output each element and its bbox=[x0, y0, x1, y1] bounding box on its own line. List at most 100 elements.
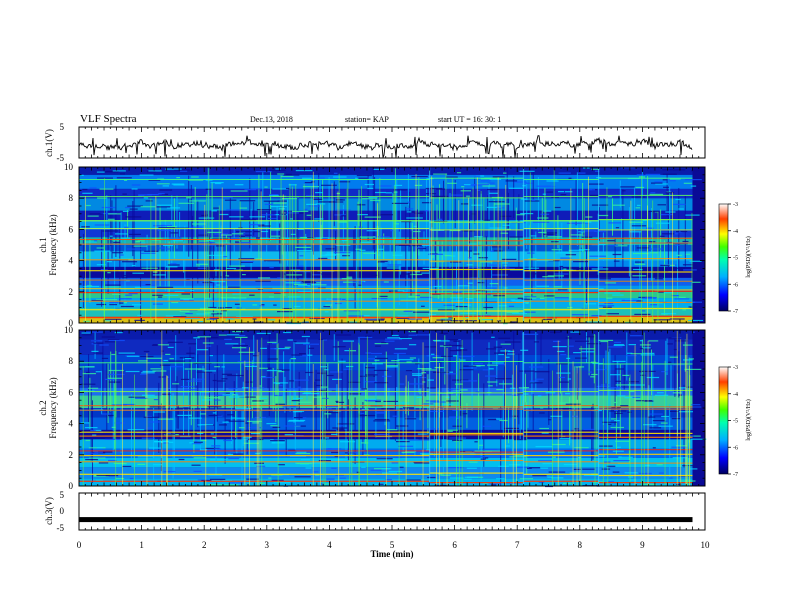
sferic-column bbox=[189, 346, 191, 414]
impulse-line bbox=[361, 186, 362, 323]
noise-speck bbox=[393, 191, 398, 193]
sferic-column bbox=[320, 224, 322, 281]
noise-speck bbox=[303, 343, 319, 345]
noise-speck bbox=[96, 303, 107, 306]
narrowband-line bbox=[523, 292, 599, 294]
sferic-column bbox=[602, 232, 604, 261]
sferic-column bbox=[120, 388, 122, 453]
noise-speck bbox=[85, 241, 97, 243]
noise-speck bbox=[271, 229, 281, 231]
noise-speck bbox=[170, 232, 179, 234]
noise-speck bbox=[409, 357, 416, 359]
noise-speck bbox=[96, 447, 103, 449]
sferic-column bbox=[508, 406, 509, 444]
noise-speck bbox=[569, 472, 580, 474]
noise-speck bbox=[658, 425, 673, 427]
noise-speck bbox=[272, 342, 278, 345]
noise-speck bbox=[377, 318, 385, 320]
sferic-column bbox=[574, 366, 576, 433]
noise-speck bbox=[575, 340, 590, 342]
noise-speck bbox=[143, 416, 160, 418]
noise-speck bbox=[542, 276, 555, 278]
noise-speck bbox=[220, 234, 232, 236]
noise-speck bbox=[507, 353, 515, 355]
noise-speck bbox=[293, 283, 307, 285]
noise-speck bbox=[590, 194, 606, 196]
noise-speck bbox=[558, 191, 565, 193]
noise-speck bbox=[331, 433, 338, 435]
noise-speck bbox=[607, 346, 623, 348]
noise-speck bbox=[396, 441, 410, 443]
sferic-column bbox=[267, 344, 269, 389]
sferic-column bbox=[511, 374, 513, 455]
narrowband-line bbox=[429, 472, 524, 474]
noise-speck bbox=[490, 250, 494, 252]
noise-speck bbox=[123, 302, 127, 304]
noise-speck bbox=[491, 274, 508, 276]
sferic-column bbox=[623, 364, 625, 390]
noise-speck bbox=[648, 210, 659, 212]
noise-speck bbox=[375, 345, 381, 347]
impulse-line bbox=[629, 374, 631, 486]
noise-speck bbox=[598, 214, 609, 217]
noise-speck bbox=[471, 213, 476, 215]
noise-speck bbox=[271, 479, 284, 481]
noise-speck bbox=[412, 245, 423, 247]
noise-speck bbox=[552, 456, 556, 458]
noise-speck bbox=[461, 380, 478, 382]
sferic-column bbox=[641, 339, 643, 401]
impulse-line bbox=[672, 192, 673, 323]
noise-speck bbox=[104, 341, 116, 343]
noise-speck bbox=[159, 364, 171, 366]
impulse-line bbox=[155, 196, 157, 323]
sferic-column bbox=[153, 405, 155, 482]
noise-speck bbox=[635, 186, 645, 189]
noise-speck bbox=[218, 334, 227, 336]
noise-speck bbox=[157, 344, 169, 346]
noise-speck bbox=[220, 297, 236, 299]
noise-speck bbox=[141, 267, 158, 269]
sferic-column bbox=[651, 208, 652, 282]
noise-speck bbox=[400, 299, 417, 301]
noise-speck bbox=[494, 279, 504, 281]
noise-speck bbox=[461, 186, 465, 188]
sferic-column bbox=[124, 224, 126, 308]
sferic-column bbox=[440, 361, 442, 448]
sferic-column bbox=[419, 388, 421, 421]
noise-speck bbox=[235, 317, 241, 319]
noise-speck bbox=[122, 210, 129, 212]
narrowband-line bbox=[429, 244, 524, 247]
noise-speck bbox=[610, 426, 624, 429]
noise-speck bbox=[196, 371, 213, 373]
noise-speck bbox=[318, 338, 327, 340]
noise-speck bbox=[324, 311, 329, 313]
spectral-band bbox=[79, 167, 693, 175]
noise-speck bbox=[339, 181, 351, 183]
noise-speck bbox=[390, 438, 395, 440]
noise-speck bbox=[206, 254, 224, 256]
noise-speck bbox=[420, 453, 434, 455]
noise-speck bbox=[250, 433, 260, 435]
noise-speck bbox=[671, 295, 679, 297]
noise-speck bbox=[332, 346, 340, 348]
noise-speck bbox=[335, 400, 339, 402]
noise-speck bbox=[294, 417, 303, 419]
noise-speck bbox=[480, 180, 491, 182]
noise-speck bbox=[229, 216, 244, 218]
noise-speck bbox=[152, 456, 167, 458]
noise-speck bbox=[286, 212, 300, 214]
noise-speck bbox=[207, 484, 223, 486]
noise-speck bbox=[560, 194, 567, 196]
noise-speck bbox=[335, 244, 351, 246]
noise-speck bbox=[384, 340, 395, 342]
noise-speck bbox=[129, 233, 141, 235]
noise-speck bbox=[488, 201, 505, 203]
noise-speck bbox=[559, 437, 571, 440]
impulse-line bbox=[570, 188, 572, 323]
noise-speck bbox=[283, 174, 300, 176]
sferic-column bbox=[253, 201, 255, 236]
noise-speck bbox=[463, 184, 471, 186]
noise-speck bbox=[540, 407, 544, 409]
noise-speck bbox=[306, 214, 312, 216]
